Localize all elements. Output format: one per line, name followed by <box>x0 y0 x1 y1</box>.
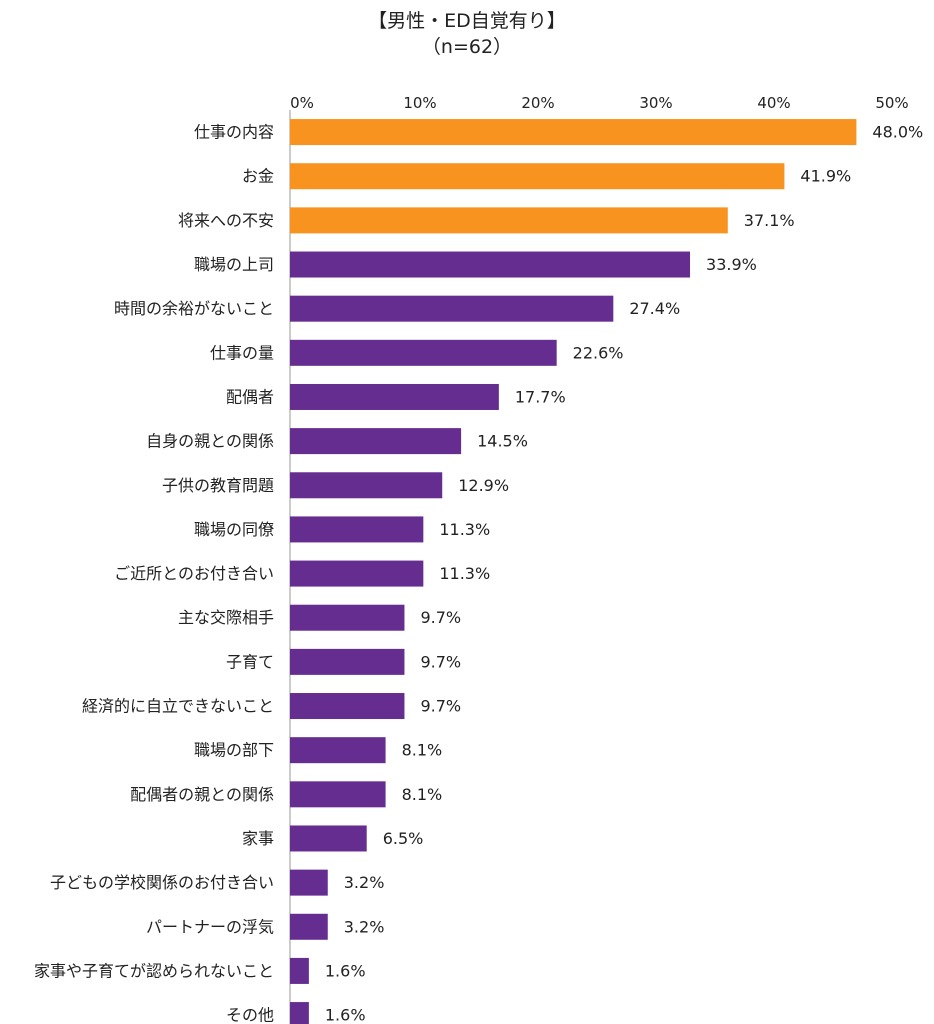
value-label: 9.7% <box>420 608 461 627</box>
value-label: 14.5% <box>477 432 528 451</box>
value-label: 48.0% <box>872 123 923 142</box>
value-label: 22.6% <box>573 343 624 362</box>
bar <box>290 119 857 146</box>
x-tick-label: 0% <box>290 94 314 112</box>
bar <box>290 648 405 675</box>
category-label: 子どもの学校関係のお付き合い <box>50 873 274 892</box>
value-label: 27.4% <box>629 299 680 318</box>
value-label: 12.9% <box>458 476 509 495</box>
x-tick-label: 30% <box>639 94 672 112</box>
bar <box>290 913 328 940</box>
category-label: お金 <box>242 167 274 186</box>
value-label: 3.2% <box>344 873 385 892</box>
category-label: 主な交際相手 <box>178 608 274 627</box>
bar <box>290 472 443 499</box>
category-label: 家事や子育てが認められないこと <box>34 961 274 980</box>
category-label: その他 <box>226 1006 274 1024</box>
bar <box>290 295 614 322</box>
chart-subtitle: （n=62） <box>421 36 513 58</box>
category-label: 子育て <box>226 652 274 671</box>
category-label: 経済的に自立できないこと <box>82 697 274 716</box>
bar <box>290 383 499 410</box>
category-label: 家事 <box>242 829 274 848</box>
bar <box>290 428 462 455</box>
value-label: 33.9% <box>706 255 757 274</box>
bar <box>290 163 785 190</box>
bar <box>290 737 386 764</box>
category-label: 仕事の量 <box>210 343 274 362</box>
bar <box>290 781 386 808</box>
value-label: 11.3% <box>439 564 490 583</box>
value-labels: 48.0% 41.9% 37.1% 33.9% 27.4% 22.6% 17.7% 14.5%… <box>325 123 923 1024</box>
category-labels: 仕事の内容お金将来への不安職場の上司時間の余裕がないこと仕事の量配偶者自身の親と… <box>34 123 274 1024</box>
category-label: 将来への不安 <box>178 211 274 230</box>
value-label: 9.7% <box>420 697 461 716</box>
x-tick-label: 10% <box>403 94 436 112</box>
category-label: 配偶者 <box>226 387 274 406</box>
category-label: 職場の部下 <box>194 741 274 760</box>
bar <box>290 957 309 984</box>
value-label: 17.7% <box>515 387 566 406</box>
category-label: 自身の親との関係 <box>146 432 274 451</box>
chart-title: 【男性・ED自覚有り】 <box>368 10 566 32</box>
bar <box>290 207 728 234</box>
category-label: 職場の同僚 <box>194 520 274 539</box>
x-tick-label: 20% <box>521 94 554 112</box>
bar <box>290 560 424 587</box>
value-label: 11.3% <box>439 520 490 539</box>
value-label: 37.1% <box>744 211 795 230</box>
bar <box>290 251 691 278</box>
category-label: 時間の余裕がないこと <box>114 299 274 318</box>
x-tick-label: 40% <box>757 94 790 112</box>
value-label: 8.1% <box>402 741 443 760</box>
category-label: 仕事の内容 <box>194 123 274 142</box>
bars <box>290 119 857 1024</box>
bar <box>290 693 405 720</box>
category-label: パートナーの浮気 <box>146 917 274 936</box>
bar <box>290 604 405 631</box>
value-label: 6.5% <box>383 829 424 848</box>
bar <box>290 1002 309 1024</box>
value-label: 8.1% <box>402 785 443 804</box>
bar <box>290 339 557 366</box>
bar <box>290 516 424 543</box>
value-label: 1.6% <box>325 1006 366 1024</box>
category-label: 配偶者の親との関係 <box>130 785 274 804</box>
value-label: 41.9% <box>800 167 851 186</box>
x-tick-label: 50% <box>875 94 908 112</box>
bar <box>290 869 328 896</box>
x-axis-ticks: 0% 10% 20% 30% 40% 50% <box>290 94 909 112</box>
value-label: 3.2% <box>344 917 385 936</box>
category-label: 職場の上司 <box>194 255 274 274</box>
bar <box>290 825 367 852</box>
category-label: 子供の教育問題 <box>162 476 274 495</box>
value-label: 9.7% <box>420 652 461 671</box>
value-label: 1.6% <box>325 961 366 980</box>
category-label: ご近所とのお付き合い <box>114 564 274 583</box>
